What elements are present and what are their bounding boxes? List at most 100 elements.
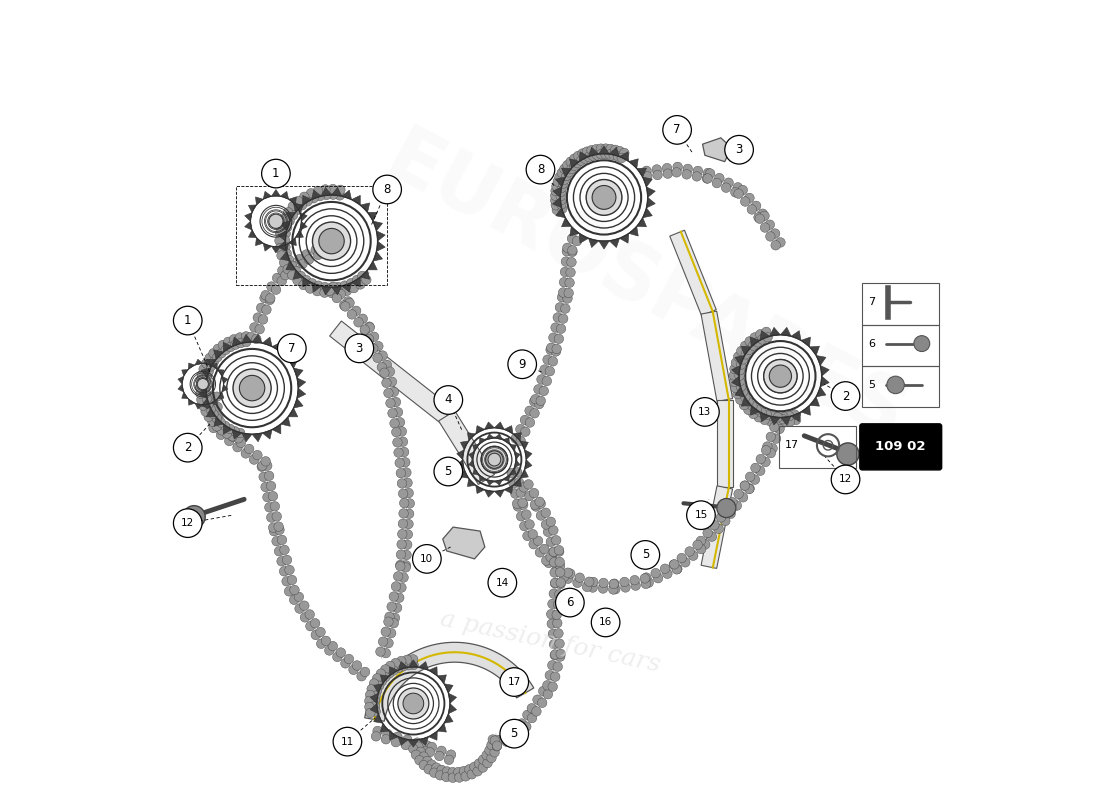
Circle shape — [773, 412, 783, 422]
Circle shape — [525, 491, 535, 501]
Polygon shape — [469, 459, 474, 468]
Circle shape — [392, 398, 400, 406]
Polygon shape — [513, 433, 521, 441]
Circle shape — [486, 451, 503, 468]
Circle shape — [744, 397, 754, 406]
Circle shape — [745, 193, 755, 202]
Circle shape — [355, 280, 365, 289]
Circle shape — [729, 377, 739, 386]
Circle shape — [262, 305, 272, 314]
Polygon shape — [419, 737, 429, 746]
Circle shape — [448, 773, 458, 782]
Circle shape — [549, 639, 559, 649]
Polygon shape — [288, 359, 298, 368]
Circle shape — [610, 585, 620, 594]
Circle shape — [292, 266, 301, 276]
Circle shape — [334, 288, 344, 298]
Circle shape — [371, 691, 381, 701]
Circle shape — [242, 337, 251, 346]
Circle shape — [558, 293, 566, 302]
Polygon shape — [468, 433, 475, 441]
Circle shape — [345, 334, 374, 362]
Circle shape — [766, 232, 775, 241]
Circle shape — [703, 174, 713, 183]
Circle shape — [332, 652, 342, 662]
Text: 11: 11 — [341, 737, 354, 746]
Circle shape — [257, 462, 266, 471]
Circle shape — [474, 758, 484, 768]
Circle shape — [241, 449, 251, 458]
Circle shape — [662, 163, 672, 173]
Circle shape — [397, 478, 407, 488]
Polygon shape — [244, 213, 252, 222]
Circle shape — [556, 579, 565, 589]
Circle shape — [395, 418, 405, 427]
Polygon shape — [419, 662, 429, 670]
Circle shape — [295, 604, 305, 614]
Circle shape — [349, 665, 359, 674]
Polygon shape — [201, 368, 210, 378]
Polygon shape — [637, 168, 647, 177]
Circle shape — [444, 755, 453, 765]
Polygon shape — [294, 270, 302, 279]
Circle shape — [398, 489, 408, 498]
Circle shape — [554, 547, 564, 557]
Polygon shape — [486, 479, 494, 486]
Circle shape — [745, 484, 754, 494]
Circle shape — [525, 520, 535, 529]
Circle shape — [389, 418, 399, 428]
Text: 17: 17 — [785, 440, 800, 450]
Circle shape — [402, 468, 411, 478]
Circle shape — [554, 590, 564, 599]
Text: 109 02: 109 02 — [876, 440, 926, 454]
Polygon shape — [494, 490, 504, 498]
Circle shape — [478, 762, 487, 772]
Circle shape — [672, 565, 682, 574]
Circle shape — [748, 402, 757, 411]
Polygon shape — [255, 238, 263, 246]
Polygon shape — [619, 152, 629, 162]
Circle shape — [568, 246, 578, 255]
Circle shape — [630, 575, 639, 585]
Circle shape — [235, 333, 244, 342]
Circle shape — [606, 144, 615, 154]
Circle shape — [510, 489, 520, 498]
Polygon shape — [297, 378, 306, 388]
Circle shape — [412, 738, 422, 747]
Circle shape — [478, 755, 488, 765]
Polygon shape — [701, 486, 733, 568]
Circle shape — [730, 187, 740, 197]
Circle shape — [277, 334, 306, 362]
Circle shape — [733, 390, 742, 399]
Circle shape — [520, 415, 530, 425]
Circle shape — [288, 202, 297, 211]
Circle shape — [213, 413, 223, 422]
Circle shape — [578, 149, 587, 158]
Circle shape — [268, 214, 283, 229]
Circle shape — [683, 164, 693, 174]
Circle shape — [566, 164, 576, 174]
Circle shape — [531, 706, 541, 716]
Polygon shape — [373, 251, 383, 261]
Circle shape — [470, 762, 480, 771]
Circle shape — [584, 152, 593, 162]
Circle shape — [279, 214, 289, 224]
Polygon shape — [376, 241, 385, 251]
Circle shape — [209, 410, 218, 419]
Polygon shape — [480, 474, 486, 482]
Circle shape — [556, 578, 565, 587]
Circle shape — [554, 546, 564, 555]
Circle shape — [405, 509, 414, 518]
Circle shape — [560, 267, 570, 277]
Polygon shape — [294, 368, 304, 378]
Circle shape — [261, 482, 271, 492]
Text: 6: 6 — [566, 596, 573, 609]
Circle shape — [558, 204, 566, 214]
Circle shape — [212, 392, 221, 402]
Circle shape — [549, 558, 559, 567]
Polygon shape — [780, 327, 791, 336]
Circle shape — [358, 314, 367, 323]
Circle shape — [535, 399, 544, 409]
Circle shape — [265, 294, 275, 303]
Circle shape — [546, 553, 556, 562]
